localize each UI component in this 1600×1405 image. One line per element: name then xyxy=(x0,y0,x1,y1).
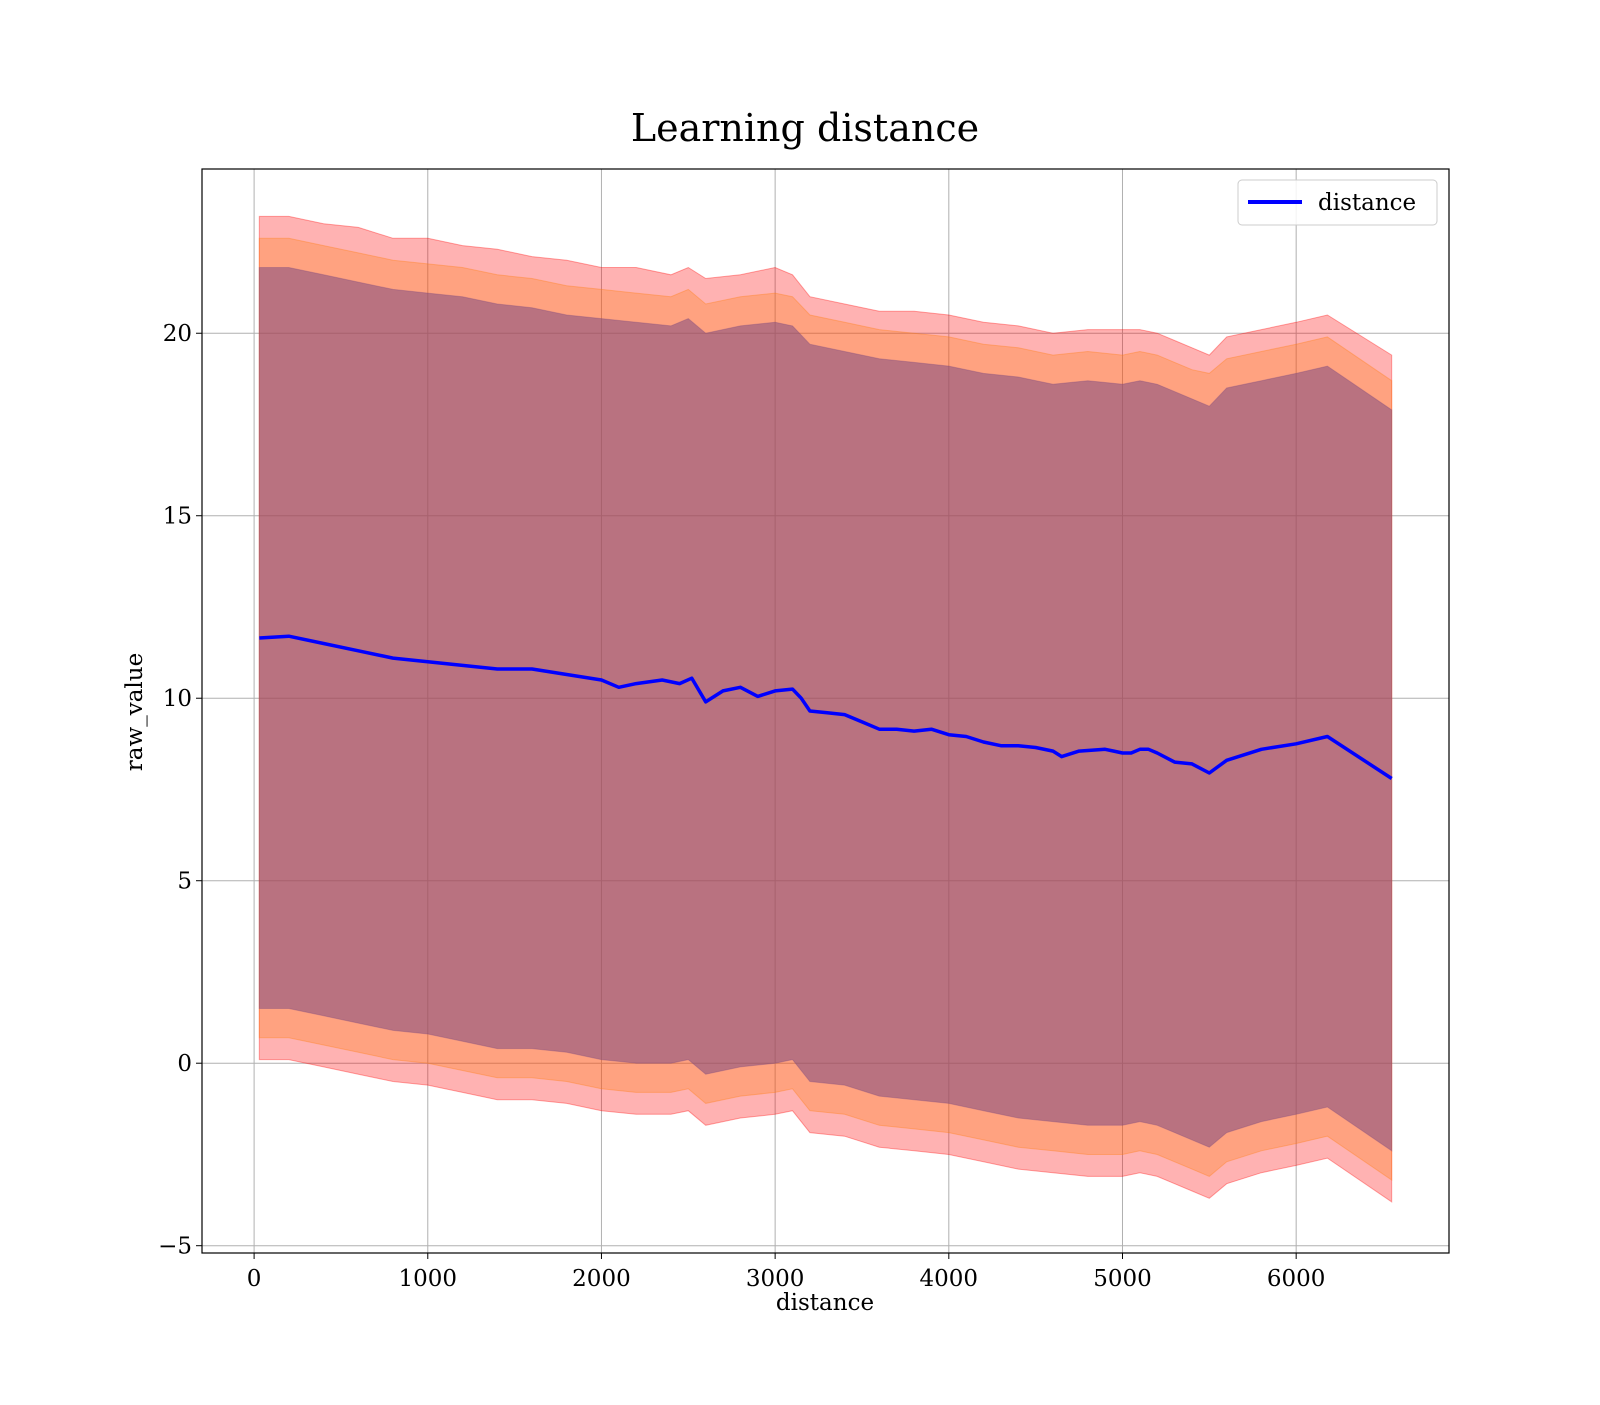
legend-entry-distance: distance xyxy=(1318,190,1416,216)
y-tick-label: 20 xyxy=(163,321,192,347)
confidence-bands xyxy=(259,216,1391,1202)
y-tick-label: 10 xyxy=(163,686,192,712)
x-tick-label: 6000 xyxy=(1267,1266,1326,1292)
x-tick-label: 5000 xyxy=(1093,1266,1152,1292)
x-tick-label: 3000 xyxy=(746,1266,805,1292)
y-axis-label: raw_value xyxy=(122,653,148,771)
x-tick-label: 1000 xyxy=(399,1266,458,1292)
y-axis-ticks: −5 0 5 10 15 20 xyxy=(158,321,202,1259)
x-tick-label: 2000 xyxy=(572,1266,631,1292)
confidence-band-3 xyxy=(259,268,1391,1151)
x-tick-label: 4000 xyxy=(920,1266,979,1292)
legend: distance xyxy=(1238,180,1437,225)
y-tick-label: −5 xyxy=(158,1234,192,1260)
chart-title: Learning distance xyxy=(631,106,979,150)
x-tick-label: 0 xyxy=(247,1266,262,1292)
x-axis-ticks: 0 1000 2000 3000 4000 5000 6000 xyxy=(247,1253,1326,1292)
y-tick-label: 0 xyxy=(177,1051,192,1077)
x-axis-label: distance xyxy=(776,1290,874,1316)
y-tick-label: 15 xyxy=(163,504,192,530)
y-tick-label: 5 xyxy=(177,869,192,895)
